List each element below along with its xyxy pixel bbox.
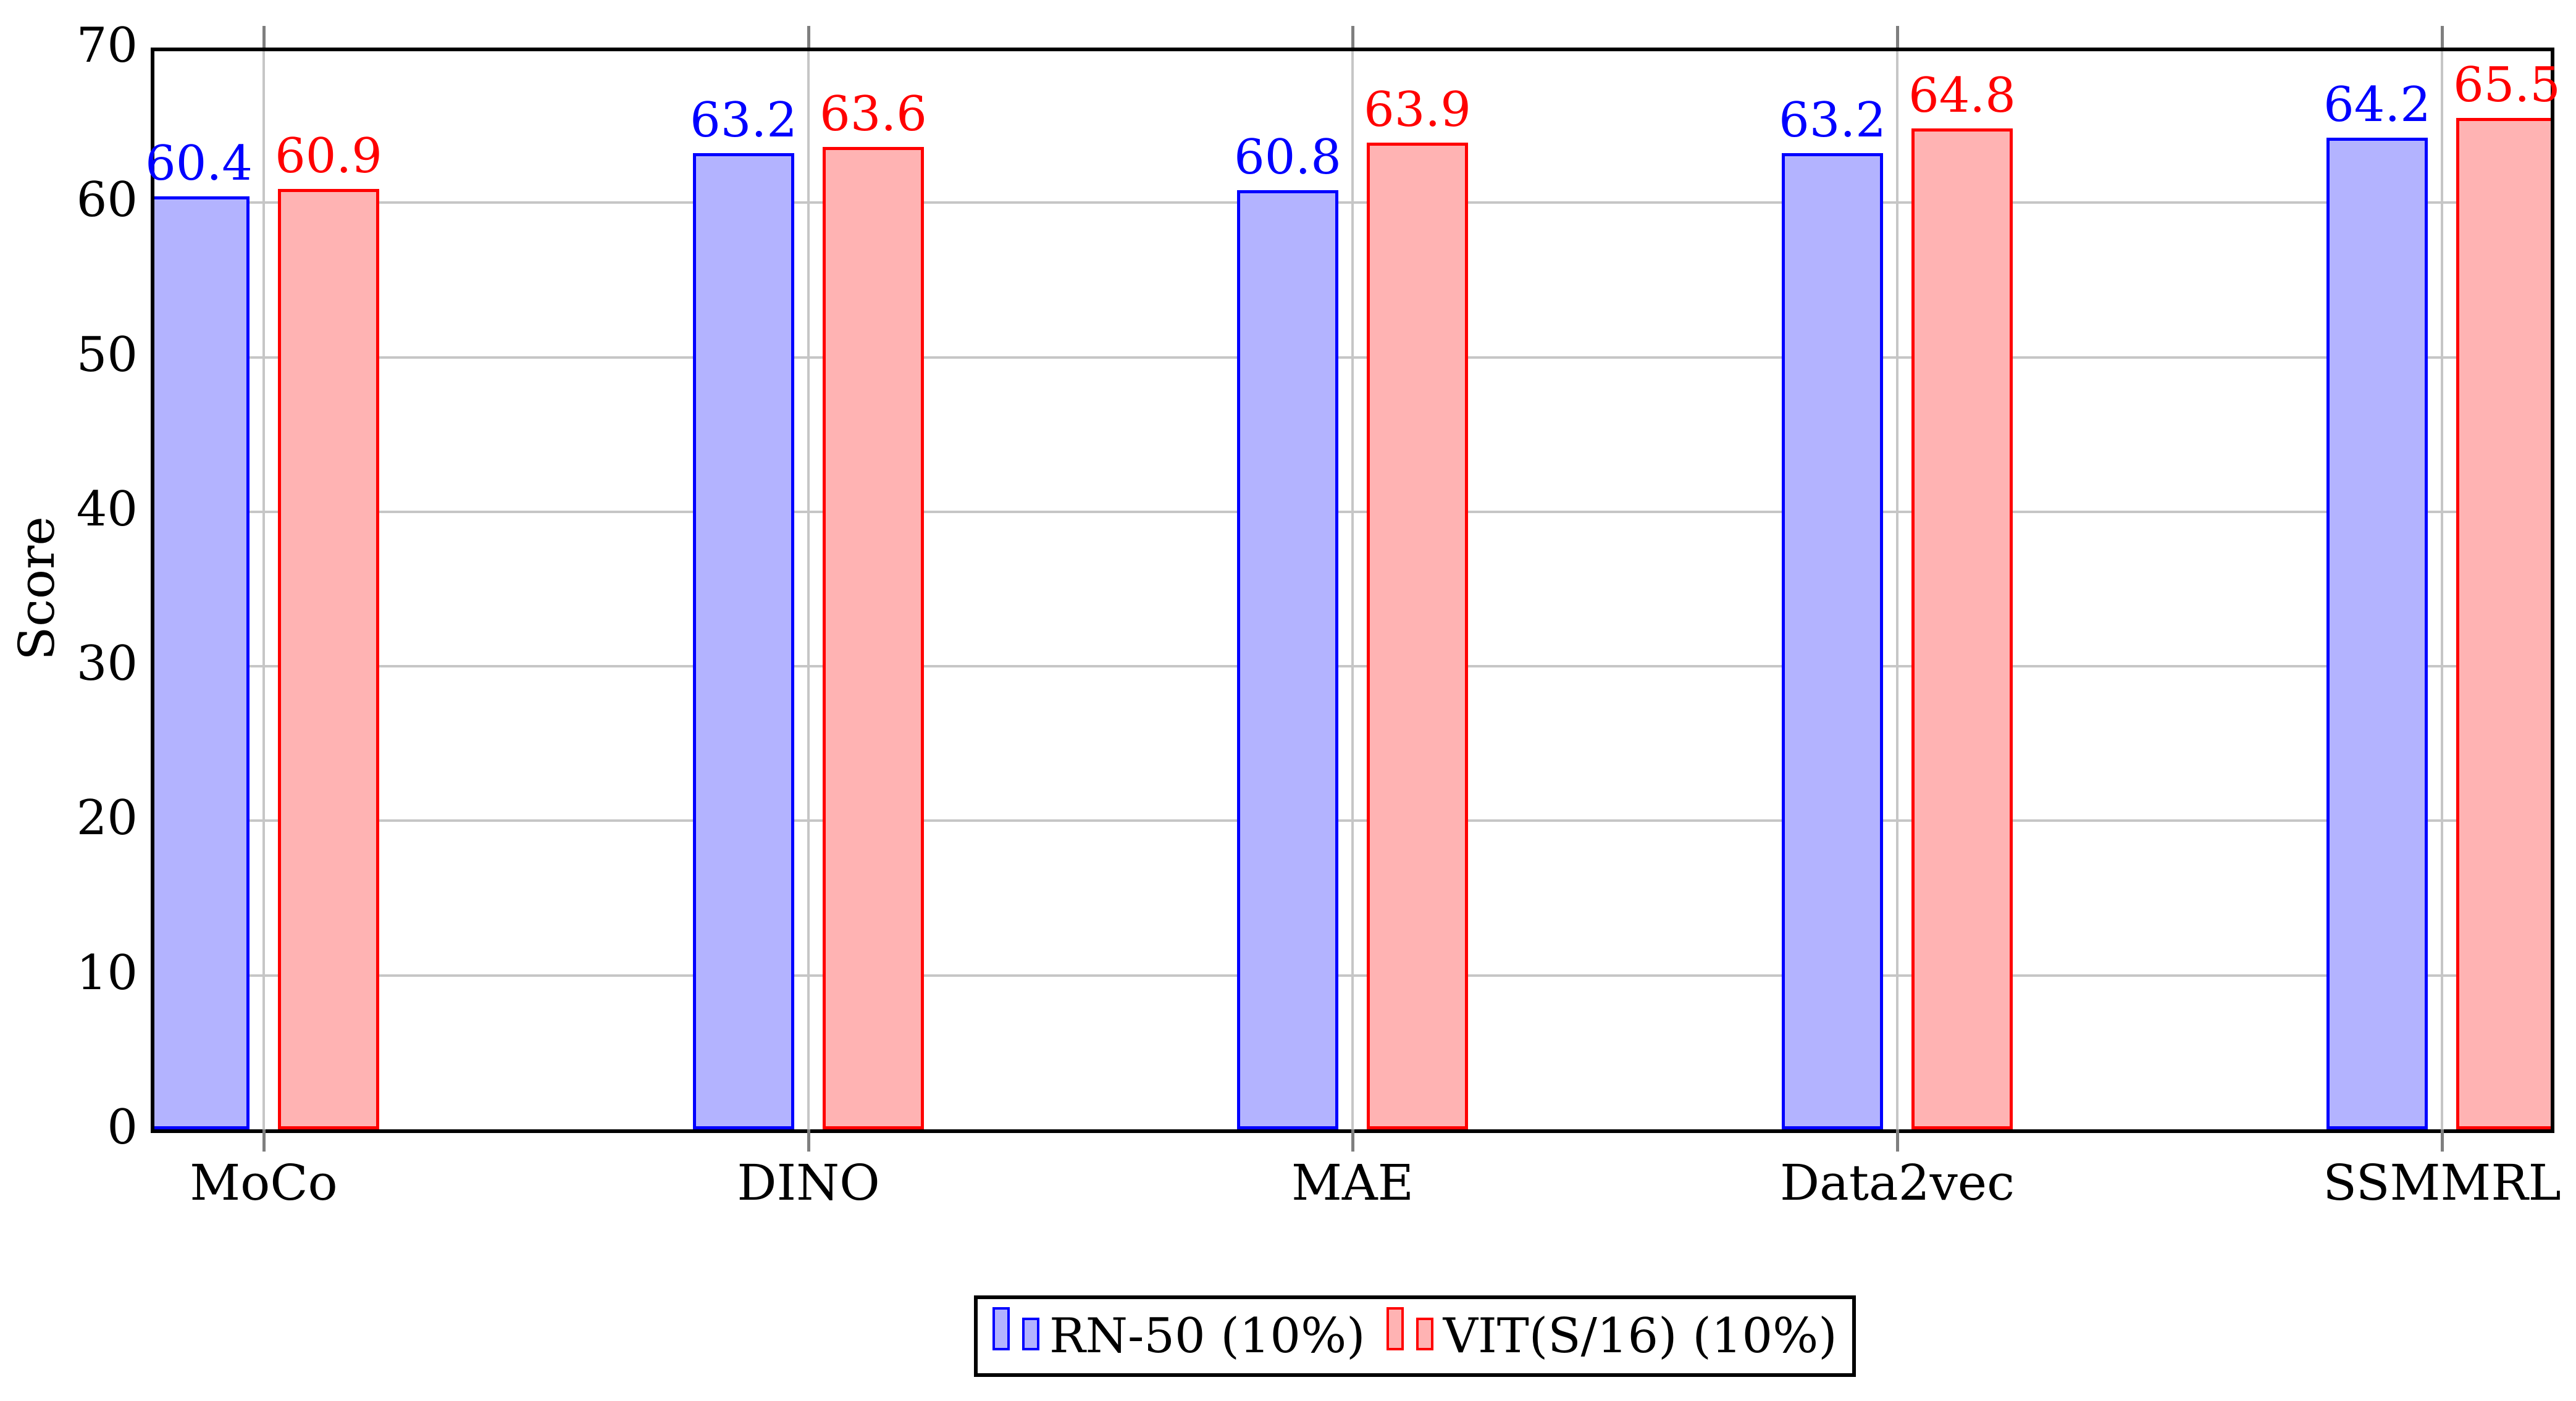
gridline-vertical xyxy=(807,51,810,1129)
bar-rn5010-dino xyxy=(693,153,794,1129)
bar-rn5010-ssmmrl xyxy=(2326,138,2428,1129)
bar-vits1610-mae xyxy=(1367,142,1468,1129)
legend-marker-rn50 xyxy=(992,1307,1039,1350)
x-tick-mark xyxy=(807,1129,810,1152)
x-tick-label: SSMMRL xyxy=(2323,1154,2561,1211)
bar-value-label: 63.6 xyxy=(820,86,927,143)
gridline-vertical xyxy=(1351,51,1354,1129)
y-tick-label: 20 xyxy=(76,790,138,847)
x-tick-mark xyxy=(1351,1129,1354,1152)
gridline-vertical xyxy=(2441,51,2443,1129)
legend-label-vit: VIT(S/16) (10%) xyxy=(1443,1308,1837,1364)
y-tick-label: 70 xyxy=(76,17,138,73)
bar-value-label: 63.2 xyxy=(690,93,797,149)
bar-value-label: 63.2 xyxy=(1779,93,1886,149)
x-tick-mark xyxy=(262,26,266,48)
legend-bar-icon xyxy=(1416,1318,1433,1350)
y-tick-label: 40 xyxy=(76,481,138,537)
gridline-vertical xyxy=(1896,51,1898,1129)
y-tick-label: 10 xyxy=(76,945,138,1001)
x-tick-mark xyxy=(807,26,810,48)
y-tick-label: 60 xyxy=(76,172,138,228)
bar-value-label: 65.5 xyxy=(2453,57,2561,113)
x-tick-mark xyxy=(2441,26,2444,48)
y-tick-label: 50 xyxy=(76,327,138,383)
x-tick-mark xyxy=(262,1129,266,1152)
bar-value-label: 64.2 xyxy=(2323,77,2431,133)
bar-vits1610-moco xyxy=(278,188,379,1129)
x-tick-label: Data2vec xyxy=(1780,1154,2015,1211)
bar-value-label: 64.8 xyxy=(1908,68,2016,124)
plot-area xyxy=(151,48,2554,1133)
x-tick-label: DINO xyxy=(737,1154,880,1211)
bar-vits1610-data2vec xyxy=(1911,128,2013,1129)
legend-bar-icon xyxy=(992,1307,1010,1350)
bar-rn5010-moco xyxy=(154,196,250,1129)
legend-bar-icon xyxy=(1386,1307,1404,1350)
x-tick-label: MoCo xyxy=(190,1154,338,1211)
x-tick-label: MAE xyxy=(1291,1154,1414,1211)
bar-value-label: 60.8 xyxy=(1234,130,1341,186)
bar-vits1610-ssmmrl xyxy=(2456,117,2551,1129)
y-tick-label: 30 xyxy=(76,636,138,692)
bar-vits1610-dino xyxy=(823,147,924,1129)
y-tick-label: 0 xyxy=(107,1100,138,1155)
legend-bar-icon xyxy=(1022,1318,1039,1350)
bar-rn5010-data2vec xyxy=(1782,153,1883,1129)
legend: RN-50 (10%) VIT(S/16) (10%) xyxy=(974,1295,1856,1377)
bar-rn5010-mae xyxy=(1237,190,1338,1129)
x-tick-mark xyxy=(2441,1129,2444,1152)
x-tick-mark xyxy=(1896,26,1899,48)
bar-value-label: 60.4 xyxy=(145,136,253,192)
legend-marker-vit xyxy=(1386,1307,1433,1350)
legend-label-rn50: RN-50 (10%) xyxy=(1049,1308,1366,1364)
bar-value-label: 63.9 xyxy=(1364,82,1471,138)
x-tick-mark xyxy=(1351,26,1354,48)
gridline-vertical xyxy=(262,51,265,1129)
bar-value-label: 60.9 xyxy=(275,128,382,184)
x-tick-mark xyxy=(1896,1129,1899,1152)
